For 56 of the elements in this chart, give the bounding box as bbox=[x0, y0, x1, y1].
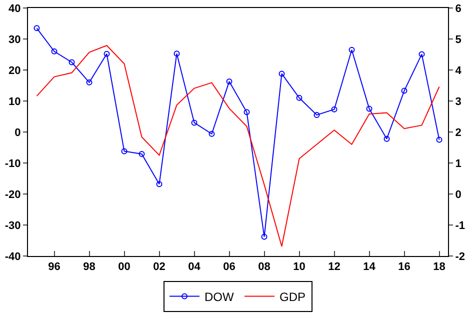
point bbox=[384, 136, 390, 142]
point bbox=[156, 181, 162, 188]
y-tick-label: -40 bbox=[4, 250, 21, 263]
y2-tick-label: 5 bbox=[455, 34, 462, 46]
x-tick-label: 18 bbox=[433, 261, 446, 274]
y2-tick-label: -1 bbox=[455, 220, 465, 232]
point bbox=[296, 94, 302, 101]
y2-tick-label: 4 bbox=[455, 64, 462, 77]
y-tick-label: -10 bbox=[4, 158, 21, 170]
y2-tick-label: 3 bbox=[455, 96, 462, 108]
legend-label: GDP bbox=[280, 290, 306, 304]
x-tick-label: 04 bbox=[188, 261, 202, 274]
point bbox=[244, 109, 250, 116]
point bbox=[51, 48, 58, 54]
x-tick-label: 12 bbox=[328, 261, 340, 274]
point bbox=[401, 88, 408, 94]
y-tick-label: 30 bbox=[8, 34, 21, 46]
y-tick-label: 0 bbox=[14, 126, 21, 139]
point bbox=[138, 151, 145, 158]
x-tick-label: 08 bbox=[258, 261, 270, 274]
x-tick-label: 06 bbox=[223, 261, 236, 274]
point bbox=[191, 120, 198, 126]
y2-tick-label: -2 bbox=[455, 250, 465, 263]
point bbox=[86, 79, 92, 86]
point bbox=[366, 106, 372, 112]
point bbox=[121, 148, 128, 154]
y2-tick-label: 1 bbox=[455, 158, 462, 170]
x-tick-label: 96 bbox=[48, 261, 60, 274]
y2-tick-label: 0 bbox=[455, 188, 462, 201]
point bbox=[418, 51, 425, 58]
x-tick-label: 10 bbox=[293, 261, 306, 274]
x-tick-label: 98 bbox=[83, 261, 96, 274]
y-tick-label: -20 bbox=[4, 188, 21, 201]
x-tick-label: 16 bbox=[398, 261, 410, 274]
point bbox=[436, 136, 442, 143]
y-tick-label: 40 bbox=[8, 2, 21, 15]
y-tick-label: 10 bbox=[8, 96, 21, 108]
x-tick-label: 02 bbox=[153, 261, 166, 274]
point bbox=[34, 25, 40, 32]
point bbox=[174, 50, 180, 57]
x-tick-label: 00 bbox=[118, 261, 130, 274]
y-tick-label: -30 bbox=[4, 220, 21, 232]
x-tick-label: 14 bbox=[363, 261, 376, 274]
y2-tick-label: 6 bbox=[455, 2, 462, 15]
point bbox=[208, 130, 215, 137]
point bbox=[226, 78, 232, 84]
point bbox=[314, 112, 320, 118]
point bbox=[104, 50, 110, 57]
y-tick-label: 20 bbox=[8, 64, 21, 77]
point bbox=[331, 106, 338, 112]
legend-label: DOW bbox=[204, 290, 234, 304]
point bbox=[68, 59, 75, 66]
y2-tick-label: 2 bbox=[455, 126, 462, 139]
point bbox=[348, 46, 355, 53]
point bbox=[261, 234, 268, 240]
point bbox=[278, 70, 285, 77]
